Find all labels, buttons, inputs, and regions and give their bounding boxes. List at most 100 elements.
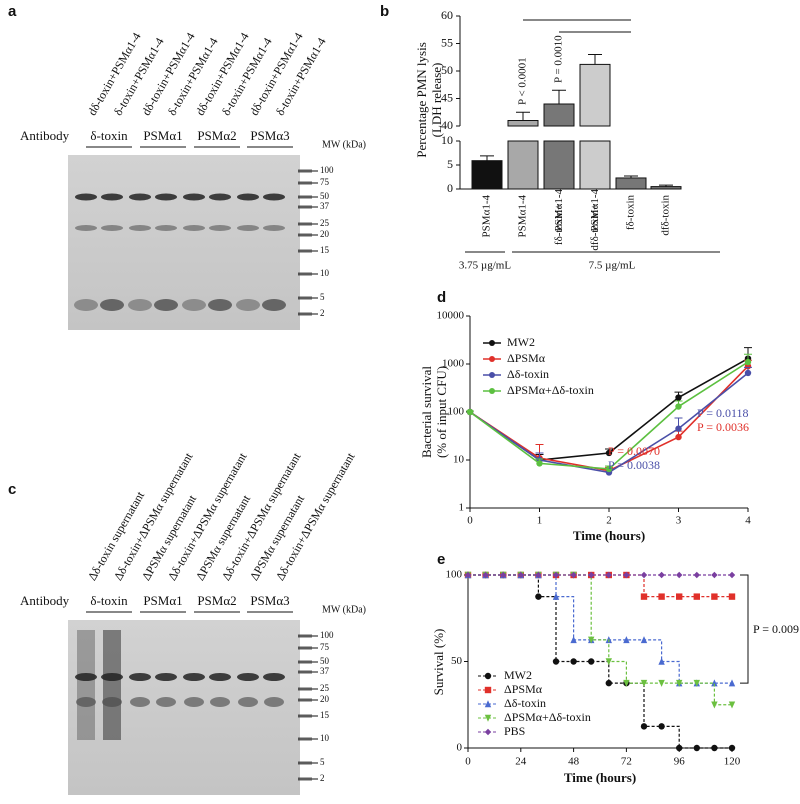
x-tick-label: fδ-toxin	[625, 195, 637, 231]
y-tick-label: 50	[451, 655, 463, 667]
band	[76, 697, 96, 707]
legend-label: ΔPSMα	[507, 351, 546, 365]
ladder-band	[298, 205, 312, 209]
smear	[103, 630, 121, 740]
legend-label: MW2	[504, 668, 532, 682]
legend-marker	[484, 728, 492, 736]
bar	[507, 120, 539, 127]
marker	[570, 636, 577, 644]
label-line: fδ-toxin+	[553, 201, 565, 245]
label-line: PSMα1-4	[553, 189, 565, 232]
marker	[658, 593, 665, 600]
y-axis-label: Bacterial survival	[419, 366, 434, 458]
marker	[728, 593, 736, 600]
marker	[728, 701, 736, 709]
x-tick-label: 1	[537, 515, 543, 527]
panel-label: e	[437, 551, 445, 568]
bar	[543, 103, 575, 127]
panel-label: a	[8, 3, 17, 20]
legend-marker	[484, 686, 492, 694]
marker	[693, 744, 700, 752]
band	[237, 673, 259, 681]
antibody-name: PSMα3	[250, 128, 289, 143]
band	[210, 697, 230, 707]
x-tick-label: dfδ-toxin+ PSMα1-4	[589, 189, 601, 251]
marker	[640, 593, 648, 600]
marker	[552, 571, 560, 579]
mw-marker: 50	[320, 656, 330, 666]
band	[129, 225, 151, 231]
x-axis-label: Time (hours)	[573, 528, 645, 543]
mw-marker: 20	[320, 229, 330, 239]
mw-marker: 50	[320, 191, 330, 201]
marker	[675, 425, 682, 432]
marker	[570, 571, 577, 579]
dose-label: 7.5 µg/mL	[589, 260, 636, 272]
y-tick-label: 100	[446, 569, 463, 581]
marker	[500, 571, 507, 579]
ladder-band	[298, 169, 312, 173]
error-bar	[516, 111, 530, 121]
band	[130, 697, 150, 707]
annotation: P = 0.0038	[608, 458, 660, 472]
label-line: dfδ-toxin+	[589, 201, 601, 251]
panel-label: c	[8, 481, 16, 498]
marker	[640, 636, 648, 644]
y-tick-label: 10	[453, 454, 465, 466]
x-tick-label: fδ-toxin+ PSMα1-4	[553, 189, 565, 246]
marker	[605, 449, 613, 457]
mw-marker: 5	[320, 292, 325, 302]
error-bar	[480, 155, 494, 161]
y-axis-label: Survival (%)	[431, 629, 446, 696]
marker	[675, 394, 682, 401]
band	[208, 299, 232, 311]
marker	[658, 679, 665, 687]
band	[156, 697, 176, 707]
marker	[552, 592, 560, 600]
annotation: P < 0.0001	[517, 57, 529, 105]
y-tick-label: 100	[448, 406, 465, 418]
band	[101, 225, 123, 231]
marker	[588, 658, 595, 665]
band	[184, 697, 204, 707]
bar	[471, 160, 503, 190]
mw-marker: 25	[320, 683, 330, 693]
band	[238, 697, 258, 707]
marker	[675, 403, 682, 410]
x-tick-label: PSMα1-4	[481, 195, 493, 238]
mw-marker: 15	[320, 245, 330, 255]
antibody-name: PSMα1	[143, 593, 182, 608]
ladder-band	[298, 687, 312, 691]
x-tick-label: 48	[568, 756, 580, 768]
band	[183, 193, 205, 201]
antibody-label: Antibody	[20, 593, 70, 608]
marker	[535, 593, 542, 600]
mw-label: MW (kDa)	[322, 604, 366, 615]
marker	[711, 571, 718, 579]
ladder-band	[298, 698, 312, 702]
step-line	[468, 574, 732, 598]
y-tick-label: 0	[457, 742, 463, 754]
marker	[464, 571, 472, 579]
panel-label: d	[437, 289, 446, 306]
marker	[675, 433, 682, 441]
band	[155, 673, 177, 681]
legend-marker	[489, 340, 495, 346]
ladder-band	[298, 195, 312, 199]
bracket	[740, 574, 749, 684]
ladder-band	[298, 777, 312, 781]
x-tick-label: 3	[676, 515, 682, 527]
annotation: P = 0.0070	[608, 444, 660, 458]
band	[155, 193, 177, 201]
band	[75, 225, 97, 231]
antibody-label: Antibody	[20, 128, 70, 143]
marker	[588, 636, 595, 644]
marker	[623, 571, 630, 579]
y-axis-label: Percentage PMN lysis	[414, 42, 429, 158]
antibody-name: PSMα1	[143, 128, 182, 143]
marker	[728, 679, 736, 687]
ladder-band	[298, 249, 312, 253]
marker	[711, 744, 718, 752]
marker	[605, 679, 612, 687]
band	[129, 193, 151, 201]
